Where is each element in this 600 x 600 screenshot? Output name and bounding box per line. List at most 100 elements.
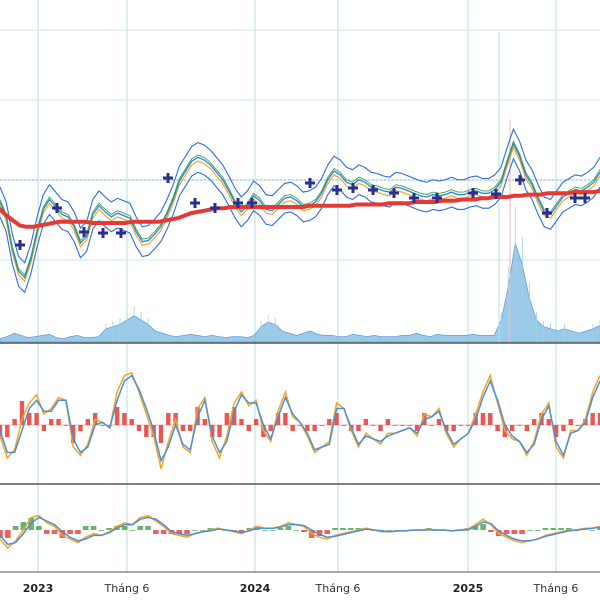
macd-histogram-bar [59,530,66,538]
macd-histogram-bar [324,530,331,534]
oscillator-histogram-bar [268,425,273,431]
marker-v [119,228,123,238]
macd-histogram-bar [488,530,494,532]
macd-histogram-bar [90,526,97,530]
macd-histogram-bar [51,530,58,534]
macd-histogram-bar [269,530,276,531]
signal-marker [247,198,257,208]
signal-marker [163,173,173,183]
macd-histogram-bar [199,530,206,531]
oscillator-histogram-bar [414,425,420,431]
macd-histogram-bar [503,530,510,534]
macd-histogram-bar [207,528,214,530]
oscillator-histogram-bar [319,425,325,426]
signal-marker [190,198,200,208]
signal-marker [15,240,25,250]
signal-marker [79,227,89,237]
macd-histogram-bar [597,528,600,530]
signal-marker [368,185,378,195]
oscillator-histogram-bar [341,425,347,426]
oscillator-histogram-bar [327,419,332,425]
oscillator-histogram-bar [509,425,515,431]
oscillator-histogram-bar [49,419,54,425]
macd-histogram-bar [98,530,105,531]
macd-histogram-bar [480,524,486,530]
macd-histogram-bar [472,526,479,530]
macd-panel [0,514,600,550]
macd-histogram-bar [542,528,549,530]
signal-marker [52,203,62,213]
macd-histogram-bar [347,528,354,530]
oscillator-histogram-bar [385,419,391,425]
marker-v [583,193,587,203]
marker-v [412,193,416,203]
x-axis: 2023 Tháng 6 2024 Tháng 6 2025 Tháng 6 [23,582,579,595]
signal-marker [570,193,580,203]
marker-v [101,228,105,238]
x-tick-label-1: Tháng 6 [104,582,150,595]
oscillator-histogram-bar [488,413,493,425]
oscillator-histogram-bar [188,425,193,431]
marker-v [193,198,197,208]
signal-marker [515,175,525,185]
oscillator-histogram-bar [217,425,222,437]
oscillator-histogram-bar [34,413,39,425]
macd-histogram-bar [511,530,518,534]
signal-marker [409,193,419,203]
macd-histogram-bar [82,526,89,530]
oscillator-histogram-bar [246,425,251,431]
macd-histogram-bar [238,530,245,532]
marker-v [55,203,59,213]
signal-marker [348,183,358,193]
panel-dividers [0,342,600,573]
macd-histogram-bar [43,530,50,534]
oscillator-histogram-bar [590,413,595,425]
price-panel [0,32,600,343]
macd-histogram-bar [176,530,183,534]
oscillator-histogram-bar [70,425,76,443]
macd-histogram-bar [160,530,167,534]
macd-histogram-bar [0,530,3,538]
signal-marker [332,185,342,195]
oscillator-histogram-bar [122,413,127,425]
signal-marker [542,208,552,218]
oscillator-histogram-bar [0,425,3,437]
oscillator-histogram-bar [290,425,295,431]
oscillator-histogram-bar [27,413,32,425]
oscillator-histogram-bar [136,425,142,431]
oscillator-histogram-bar [561,425,566,431]
macd-histogram-bar [67,530,73,534]
signal-marker [580,193,590,203]
marker-v [236,198,240,208]
moving-average-line [0,188,600,229]
marker-v [308,178,312,188]
macd-histogram-bar [285,526,292,530]
signal-marker [116,228,126,238]
macd-histogram-bar [332,528,338,530]
oscillator-histogram-bar [100,425,105,426]
macd-histogram-bar [145,526,151,530]
signal-marker [305,178,315,188]
oscillator-histogram-bar [297,425,303,426]
marker-v [351,183,355,193]
macd-histogram-bar [129,530,136,531]
signal-marker [491,189,501,199]
macd-histogram-bar [153,530,159,534]
marker-v [18,240,22,250]
oscillator-histogram-bar [407,425,412,426]
oscillator-histogram-bar [283,413,288,425]
macd-histogram-bar [262,530,268,531]
grid-lines [0,0,600,572]
oscillator-histogram-bar [78,425,83,431]
marker-v [166,173,170,183]
oscillator-line-1 [0,374,600,463]
x-tick-label-2: 2024 [240,582,271,595]
signal-marker [389,188,399,198]
oscillator-histogram-bar [568,419,573,425]
oscillator-histogram-bar [466,425,471,426]
macd-histogram-bar [519,530,525,534]
x-tick-label-0: 2023 [23,582,54,595]
oscillator-histogram-bar [144,425,149,437]
macd-histogram-bar [589,530,596,531]
